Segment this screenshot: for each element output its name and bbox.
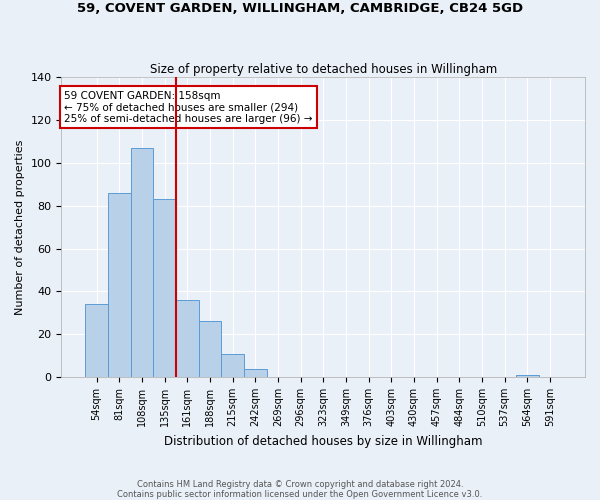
X-axis label: Distribution of detached houses by size in Willingham: Distribution of detached houses by size … [164, 434, 482, 448]
Bar [131, 148, 153, 377]
Bar [221, 354, 244, 377]
Bar [244, 368, 266, 377]
Bar [85, 304, 108, 377]
Y-axis label: Number of detached properties: Number of detached properties [15, 140, 25, 315]
Text: 59, COVENT GARDEN, WILLINGHAM, CAMBRIDGE, CB24 5GD: 59, COVENT GARDEN, WILLINGHAM, CAMBRIDGE… [77, 2, 523, 16]
Title: Size of property relative to detached houses in Willingham: Size of property relative to detached ho… [149, 63, 497, 76]
Bar [108, 193, 131, 377]
Bar [516, 375, 539, 377]
Bar [176, 300, 199, 377]
Bar [153, 200, 176, 377]
Text: Contains HM Land Registry data © Crown copyright and database right 2024.
Contai: Contains HM Land Registry data © Crown c… [118, 480, 482, 499]
Text: 59 COVENT GARDEN: 158sqm
← 75% of detached houses are smaller (294)
25% of semi-: 59 COVENT GARDEN: 158sqm ← 75% of detach… [64, 90, 313, 124]
Bar [199, 322, 221, 377]
